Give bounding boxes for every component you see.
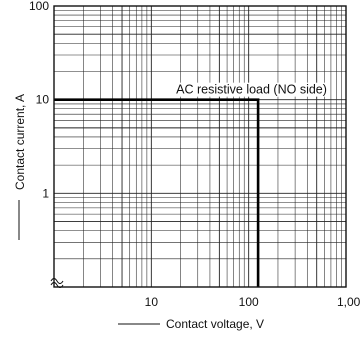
grid-minor: [54, 6, 346, 287]
y-tick-label: 10: [36, 93, 50, 107]
y-axis-title: Contact current, A: [13, 94, 27, 190]
y-tick-labels: 1 10 100: [29, 0, 49, 200]
x-axis-title: Contact voltage, V: [166, 317, 264, 331]
x-axis-title-group: Contact voltage, V: [118, 317, 264, 331]
x-tick-label: 10: [145, 295, 159, 309]
series-layer: [54, 98, 260, 287]
plot-frame: [53, 5, 347, 288]
x-tick-labels: 10 100 1,000: [145, 295, 360, 309]
y-axis-title-group: Contact current, A: [13, 94, 27, 240]
series-line: [54, 98, 260, 287]
x-tick-label: 100: [239, 295, 259, 309]
y-tick-label: 1: [42, 186, 49, 200]
y-tick-label: 100: [29, 0, 49, 13]
region-label-background: [174, 82, 329, 97]
x-tick-label: 1,000: [337, 295, 360, 309]
region-label: AC resistive load (NO side): [176, 83, 327, 97]
axis-break-icon: [50, 278, 64, 288]
grid-major: [53, 6, 346, 288]
